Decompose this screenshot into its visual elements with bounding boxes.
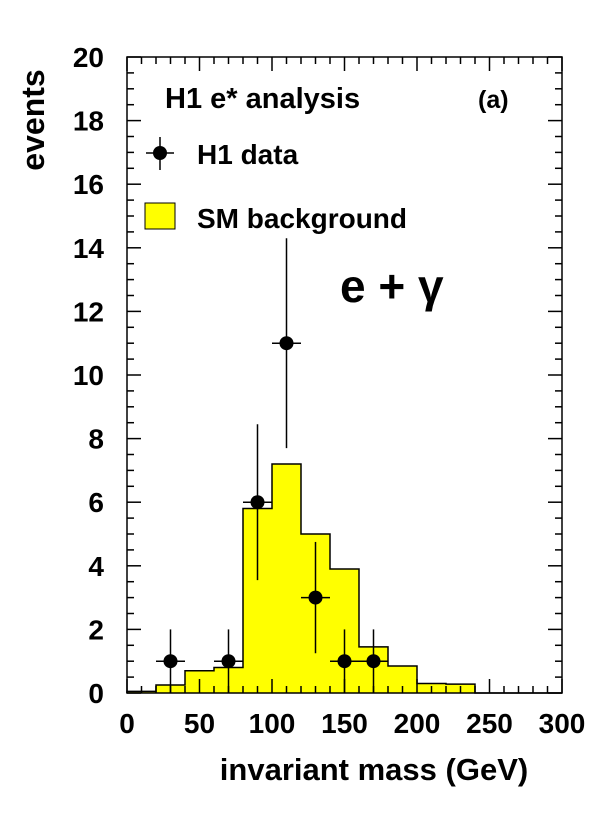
y-tick-label: 0 — [88, 678, 104, 709]
channel-label: e + γ — [340, 260, 444, 312]
y-tick-label: 8 — [88, 424, 104, 455]
xlabel: invariant mass (GeV) — [220, 752, 528, 787]
x-tick-label: 250 — [466, 708, 513, 739]
background-bin — [272, 464, 301, 693]
x-tick-label: 150 — [321, 708, 368, 739]
sm-background-histogram — [126, 463, 562, 694]
y-tick-label: 16 — [73, 169, 104, 200]
x-tick-label: 50 — [184, 708, 215, 739]
data-marker — [221, 654, 236, 669]
h1-data-points — [156, 238, 388, 693]
data-marker — [163, 654, 178, 669]
ylabel: events — [15, 69, 51, 170]
legend: H1 data SM background — [144, 137, 407, 234]
y-tick-label: 12 — [73, 296, 104, 327]
x-tick-label: 300 — [539, 708, 586, 739]
x-tick-label: 100 — [249, 708, 296, 739]
data-marker — [279, 336, 294, 351]
y-tick-label: 14 — [73, 233, 105, 264]
data-point — [156, 629, 185, 693]
y-tick-label: 10 — [73, 360, 104, 391]
y-tick-label: 2 — [88, 614, 104, 645]
y-tick-label: 4 — [88, 551, 104, 582]
y-tick-label: 6 — [88, 487, 104, 518]
background-outline — [126, 463, 562, 694]
panel-label: (a) — [478, 86, 509, 114]
data-marker — [366, 654, 381, 669]
data-point — [214, 629, 243, 693]
data-point — [272, 238, 301, 449]
data-marker — [308, 590, 323, 605]
legend-background-swatch — [144, 202, 176, 230]
x-tick-label: 200 — [394, 708, 441, 739]
y-tick-label: 18 — [73, 106, 104, 137]
legend-background-label: SM background — [197, 203, 407, 234]
chart-title: H1 e* analysis — [165, 83, 360, 115]
data-point — [359, 629, 388, 693]
axes: 0 50 100 150 200 250 300 0 2 4 6 8 10 12 14 16 18 20 — [73, 42, 586, 739]
data-marker — [337, 654, 352, 669]
legend-data-marker — [153, 146, 167, 160]
x-tick-label: 0 — [119, 708, 135, 739]
data-marker — [250, 495, 265, 510]
data-point — [243, 424, 272, 581]
data-point — [301, 541, 330, 654]
legend-data-label: H1 data — [197, 139, 299, 170]
y-tick-label: 20 — [73, 42, 104, 73]
